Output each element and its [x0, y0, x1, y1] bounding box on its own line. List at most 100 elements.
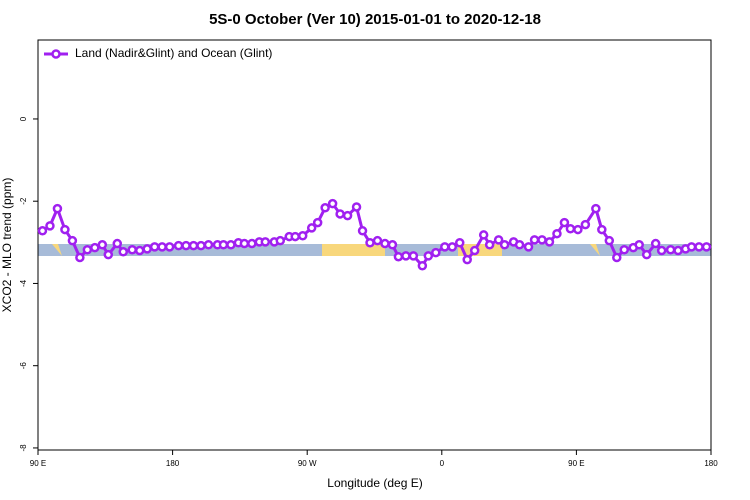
- data-point: [619, 244, 630, 255]
- data-point: [357, 226, 368, 236]
- data-point: [306, 223, 317, 233]
- data-point: [559, 217, 570, 228]
- data-point: [597, 224, 607, 235]
- x-tick-label: 180: [166, 459, 180, 468]
- data-point: [342, 210, 353, 221]
- data-point: [118, 247, 128, 257]
- data-point: [565, 224, 576, 234]
- series-line: [41, 201, 707, 269]
- data-point: [401, 251, 411, 261]
- data-point: [694, 242, 704, 252]
- data-point: [431, 247, 441, 258]
- data-point: [275, 235, 286, 246]
- data-point: [701, 242, 712, 252]
- data-point: [218, 240, 229, 250]
- data-point: [591, 203, 601, 214]
- data-point: [604, 235, 615, 246]
- data-point: [103, 249, 114, 260]
- y-tick-label: -4: [19, 279, 28, 287]
- data-point: [641, 249, 652, 260]
- data-point: [181, 240, 191, 251]
- data-point: [387, 240, 398, 250]
- data-point: [612, 252, 622, 263]
- data-point: [372, 235, 383, 246]
- land-strip: [52, 244, 62, 256]
- data-point: [37, 226, 48, 236]
- data-point: [127, 244, 137, 255]
- data-point: [656, 245, 667, 256]
- data-point: [312, 217, 323, 228]
- data-point: [142, 244, 152, 254]
- data-point: [665, 244, 676, 255]
- data-point: [112, 238, 123, 249]
- data-point: [75, 252, 85, 263]
- land-strip: [590, 244, 600, 256]
- data-point: [90, 242, 100, 253]
- data-point: [634, 240, 644, 250]
- data-point: [239, 238, 250, 249]
- data-point: [529, 235, 540, 245]
- data-point: [573, 224, 583, 235]
- legend-label: Land (Nadir&Glint) and Ocean (Glint): [75, 46, 272, 60]
- data-point: [327, 198, 338, 209]
- data-point: [297, 230, 308, 241]
- data-point: [365, 237, 375, 248]
- data-point: [514, 240, 525, 250]
- data-point: [478, 230, 489, 240]
- data-point: [686, 242, 697, 252]
- data-point: [52, 203, 63, 214]
- data-point: [544, 237, 555, 247]
- data-point: [188, 240, 199, 251]
- data-point: [469, 245, 480, 256]
- data-point: [523, 242, 534, 252]
- data-point: [82, 244, 93, 255]
- data-point: [164, 242, 175, 252]
- y-tick-label: -6: [19, 362, 28, 370]
- data-point: [157, 242, 167, 252]
- data-point: [440, 242, 450, 252]
- x-tick-label: 180: [704, 459, 718, 468]
- data-point: [226, 240, 236, 250]
- legend-marker: [51, 49, 61, 59]
- chart-title: 5S-0 October (Ver 10) 2015-01-01 to 2020…: [209, 11, 541, 28]
- y-tick-label: 0: [19, 116, 28, 121]
- x-axis-label: Longitude (deg E): [327, 476, 422, 490]
- land-strip: [322, 244, 385, 256]
- data-point: [203, 240, 214, 250]
- data-point: [196, 240, 206, 251]
- y-axis-label: XCO2 - MLO trend (ppm): [0, 178, 14, 313]
- data-point: [493, 235, 504, 245]
- data-point: [673, 245, 683, 256]
- x-tick-label: 0: [440, 459, 445, 468]
- data-point: [462, 254, 472, 265]
- data-point: [173, 240, 184, 251]
- data-point: [67, 235, 78, 246]
- data-point: [134, 245, 145, 256]
- data-point: [45, 221, 55, 231]
- data-point: [380, 238, 390, 249]
- plot-frame: [37, 39, 712, 451]
- data-point: [260, 237, 271, 247]
- data-point: [650, 238, 661, 249]
- data-point: [423, 251, 434, 261]
- data-point: [320, 203, 330, 213]
- data-point: [499, 240, 510, 250]
- data-point: [537, 235, 547, 245]
- data-point: [97, 240, 108, 250]
- data-point: [393, 251, 404, 262]
- x-tick-label: 90 E: [568, 459, 584, 468]
- data-point: [552, 228, 562, 239]
- data-point: [580, 219, 591, 230]
- data-point: [335, 209, 345, 219]
- data-point: [60, 224, 70, 235]
- data-point: [408, 251, 419, 261]
- data-point: [484, 240, 495, 250]
- x-tick-label: 90 E: [30, 459, 46, 468]
- data-point: [417, 261, 428, 271]
- data-point: [149, 242, 160, 252]
- data-point: [247, 238, 257, 249]
- y-tick-label: -8: [19, 444, 28, 452]
- x-tick-label: 90 W: [298, 459, 317, 468]
- data-point: [351, 202, 362, 212]
